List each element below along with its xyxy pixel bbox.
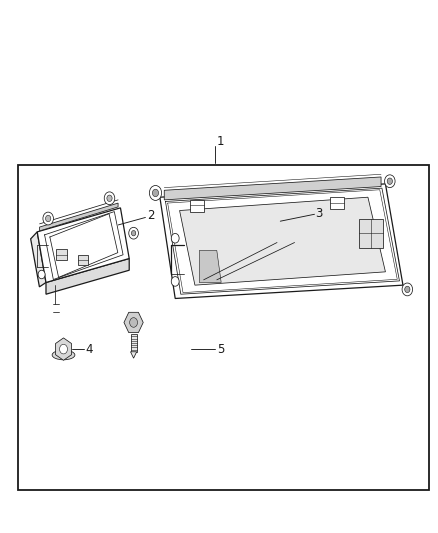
- Circle shape: [104, 192, 115, 205]
- Bar: [330, 197, 344, 209]
- Circle shape: [60, 344, 67, 354]
- Circle shape: [46, 215, 51, 222]
- Circle shape: [405, 286, 410, 293]
- Circle shape: [171, 233, 179, 243]
- Circle shape: [385, 175, 395, 188]
- Text: 1: 1: [217, 135, 224, 148]
- Bar: [78, 255, 88, 265]
- Circle shape: [387, 178, 392, 184]
- Text: 3: 3: [315, 207, 323, 220]
- Polygon shape: [46, 259, 129, 294]
- Polygon shape: [180, 197, 385, 285]
- Polygon shape: [39, 203, 118, 231]
- Text: 5: 5: [217, 343, 224, 356]
- Circle shape: [107, 195, 112, 201]
- Text: 2: 2: [147, 209, 154, 222]
- Polygon shape: [31, 232, 46, 287]
- Bar: [359, 219, 383, 248]
- Polygon shape: [131, 352, 137, 358]
- Circle shape: [152, 189, 159, 197]
- Bar: [56, 249, 67, 260]
- Polygon shape: [160, 184, 403, 298]
- Polygon shape: [56, 338, 71, 360]
- Bar: [190, 200, 204, 212]
- Polygon shape: [199, 251, 221, 282]
- Polygon shape: [37, 208, 129, 282]
- Circle shape: [402, 283, 413, 296]
- Polygon shape: [131, 334, 137, 352]
- Polygon shape: [164, 177, 381, 200]
- Circle shape: [130, 318, 138, 327]
- Text: 4: 4: [85, 343, 93, 356]
- Polygon shape: [124, 312, 143, 333]
- Circle shape: [149, 185, 162, 200]
- Circle shape: [43, 212, 53, 225]
- Circle shape: [131, 230, 136, 236]
- Bar: [18, 165, 429, 490]
- Circle shape: [129, 227, 138, 239]
- Circle shape: [38, 270, 45, 279]
- Ellipse shape: [52, 350, 75, 360]
- Circle shape: [171, 277, 179, 286]
